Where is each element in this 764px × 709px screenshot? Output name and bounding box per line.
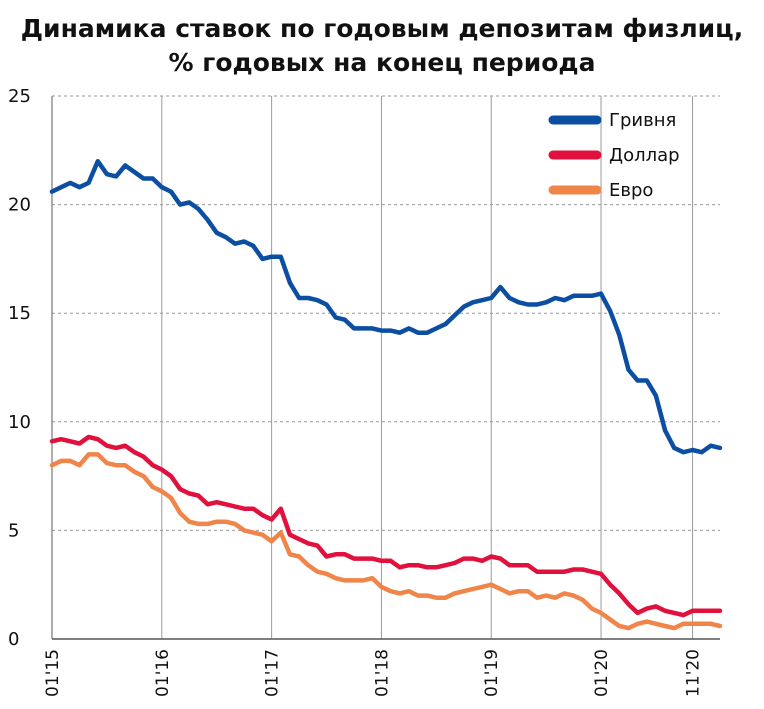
series-line — [49, 158, 723, 455]
y-tick-label: 25 — [8, 86, 31, 107]
legend-label: Гривня — [609, 110, 676, 131]
x-tick-label: 01'20 — [592, 649, 612, 697]
y-axis-ticks: 0 5 10 15 20 25 — [8, 86, 31, 650]
y-tick-label: 15 — [8, 303, 31, 324]
y-tick-label: 0 — [8, 629, 19, 650]
x-tick-label: 11'20 — [684, 649, 704, 697]
y-tick-label: 20 — [8, 195, 31, 216]
y-tick-label: 10 — [8, 412, 31, 433]
x-tick-label: 01'15 — [43, 649, 63, 697]
series-lines — [49, 158, 723, 631]
x-tick-label: 01'18 — [372, 649, 392, 697]
x-tick-label: 01'16 — [153, 649, 173, 697]
x-axis-ticks: 01'15 01'16 01'17 01'18 01'19 01'20 11'20 — [43, 649, 704, 697]
legend: Гривня Доллар Евро — [548, 110, 680, 201]
grid — [51, 95, 720, 640]
series-line — [49, 452, 723, 631]
chart-title-line-2: % годовых на конец периода — [168, 48, 596, 77]
x-tick-label: 01'17 — [263, 649, 283, 697]
legend-label: Доллар — [609, 145, 680, 166]
x-tick-label: 01'19 — [482, 649, 502, 697]
legend-label: Евро — [609, 180, 653, 201]
y-tick-label: 5 — [8, 520, 19, 541]
chart-title-line-1: Динамика ставок по годовым депозитам физ… — [20, 14, 744, 43]
chart-title: Динамика ставок по годовым депозитам физ… — [0, 12, 764, 80]
series-line — [49, 434, 723, 618]
